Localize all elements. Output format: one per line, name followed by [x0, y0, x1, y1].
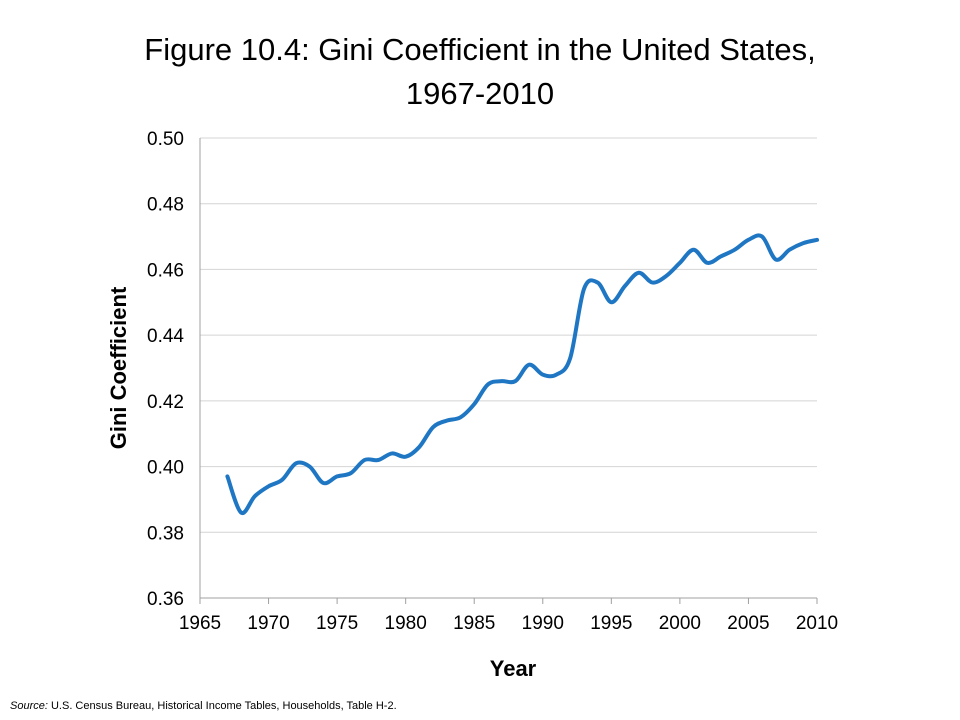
- data-point: [239, 510, 243, 514]
- data-point: [390, 451, 394, 455]
- data-point: [349, 471, 353, 475]
- data-point: [335, 474, 339, 478]
- source-text: U.S. Census Bureau, Historical Income Ta…: [50, 700, 397, 712]
- series-layer: [225, 233, 819, 515]
- data-point: [774, 257, 778, 261]
- data-point: [266, 484, 270, 488]
- data-point: [445, 418, 449, 422]
- y-axis-label: Gini Coefficient: [106, 286, 131, 449]
- data-point: [705, 261, 709, 265]
- data-point: [664, 274, 668, 278]
- data-point: [541, 372, 545, 376]
- x-tick-label: 1990: [522, 613, 564, 634]
- data-point: [321, 481, 325, 485]
- x-tick-label: 1985: [453, 613, 495, 634]
- data-point: [746, 238, 750, 242]
- source-label: Source:: [10, 700, 48, 712]
- x-tick-label: 1975: [316, 613, 358, 634]
- x-tick-label: 2010: [796, 613, 838, 634]
- data-point: [513, 379, 517, 383]
- data-point: [815, 238, 819, 242]
- data-point: [760, 234, 764, 238]
- data-point: [307, 464, 311, 468]
- x-tick-label: 2005: [727, 613, 769, 634]
- grid-lines: [200, 137, 817, 599]
- y-tick-label: 0.42: [147, 392, 184, 413]
- y-tick-label: 0.48: [147, 195, 184, 216]
- data-point: [417, 445, 421, 449]
- x-tick-label: 1995: [590, 613, 632, 634]
- chart-title-line-1: Figure 10.4: Gini Coefficient in the Uni…: [144, 32, 816, 67]
- x-tick-label: 2000: [659, 613, 701, 634]
- y-axis-ticks: 0.36 0.38 0.40 0.42 0.44 0.46 0.48 0.50: [147, 129, 184, 610]
- data-point: [650, 280, 654, 284]
- data-point: [472, 402, 476, 406]
- data-point: [499, 379, 503, 383]
- data-point: [568, 356, 572, 360]
- x-tick-label: 1980: [385, 613, 427, 634]
- data-point: [719, 254, 723, 258]
- data-point: [486, 382, 490, 386]
- axes: [199, 138, 817, 599]
- y-tick-label: 0.36: [147, 589, 184, 610]
- chart-title: Figure 10.4: Gini Coefficient in the Uni…: [0, 28, 960, 116]
- data-point: [225, 474, 229, 478]
- data-point: [376, 458, 380, 462]
- y-tick-label: 0.40: [147, 458, 184, 479]
- y-tick-label: 0.44: [147, 326, 184, 347]
- data-point: [801, 241, 805, 245]
- data-point: [678, 261, 682, 265]
- data-point: [362, 458, 366, 462]
- data-point: [582, 287, 586, 291]
- data-point: [609, 300, 613, 304]
- data-point: [787, 248, 791, 252]
- data-point: [458, 415, 462, 419]
- x-tick-label: 1970: [247, 613, 289, 634]
- y-tick-label: 0.46: [147, 260, 184, 281]
- gini-series-line: [225, 233, 819, 515]
- data-point: [294, 461, 298, 465]
- data-point: [637, 271, 641, 275]
- data-point: [403, 455, 407, 459]
- x-tick-label: 1965: [179, 613, 221, 634]
- data-point: [431, 425, 435, 429]
- data-point: [595, 280, 599, 284]
- data-point: [527, 363, 531, 367]
- data-point: [280, 478, 284, 482]
- data-point: [253, 494, 257, 498]
- data-point: [733, 248, 737, 252]
- y-tick-label: 0.38: [147, 523, 184, 544]
- x-axis-label: Year: [490, 656, 537, 681]
- data-point: [554, 372, 558, 376]
- y-tick-label: 0.50: [147, 129, 184, 150]
- chart-title-line-2: 1967-2010: [405, 76, 555, 111]
- source-note: Source: U.S. Census Bureau, Historical I…: [10, 700, 397, 712]
- x-axis-ticks: 1965 1970 1975 1980 1985 1990 1995 2000 2005 2010: [179, 598, 838, 634]
- data-point: [691, 248, 695, 252]
- data-point: [623, 284, 627, 288]
